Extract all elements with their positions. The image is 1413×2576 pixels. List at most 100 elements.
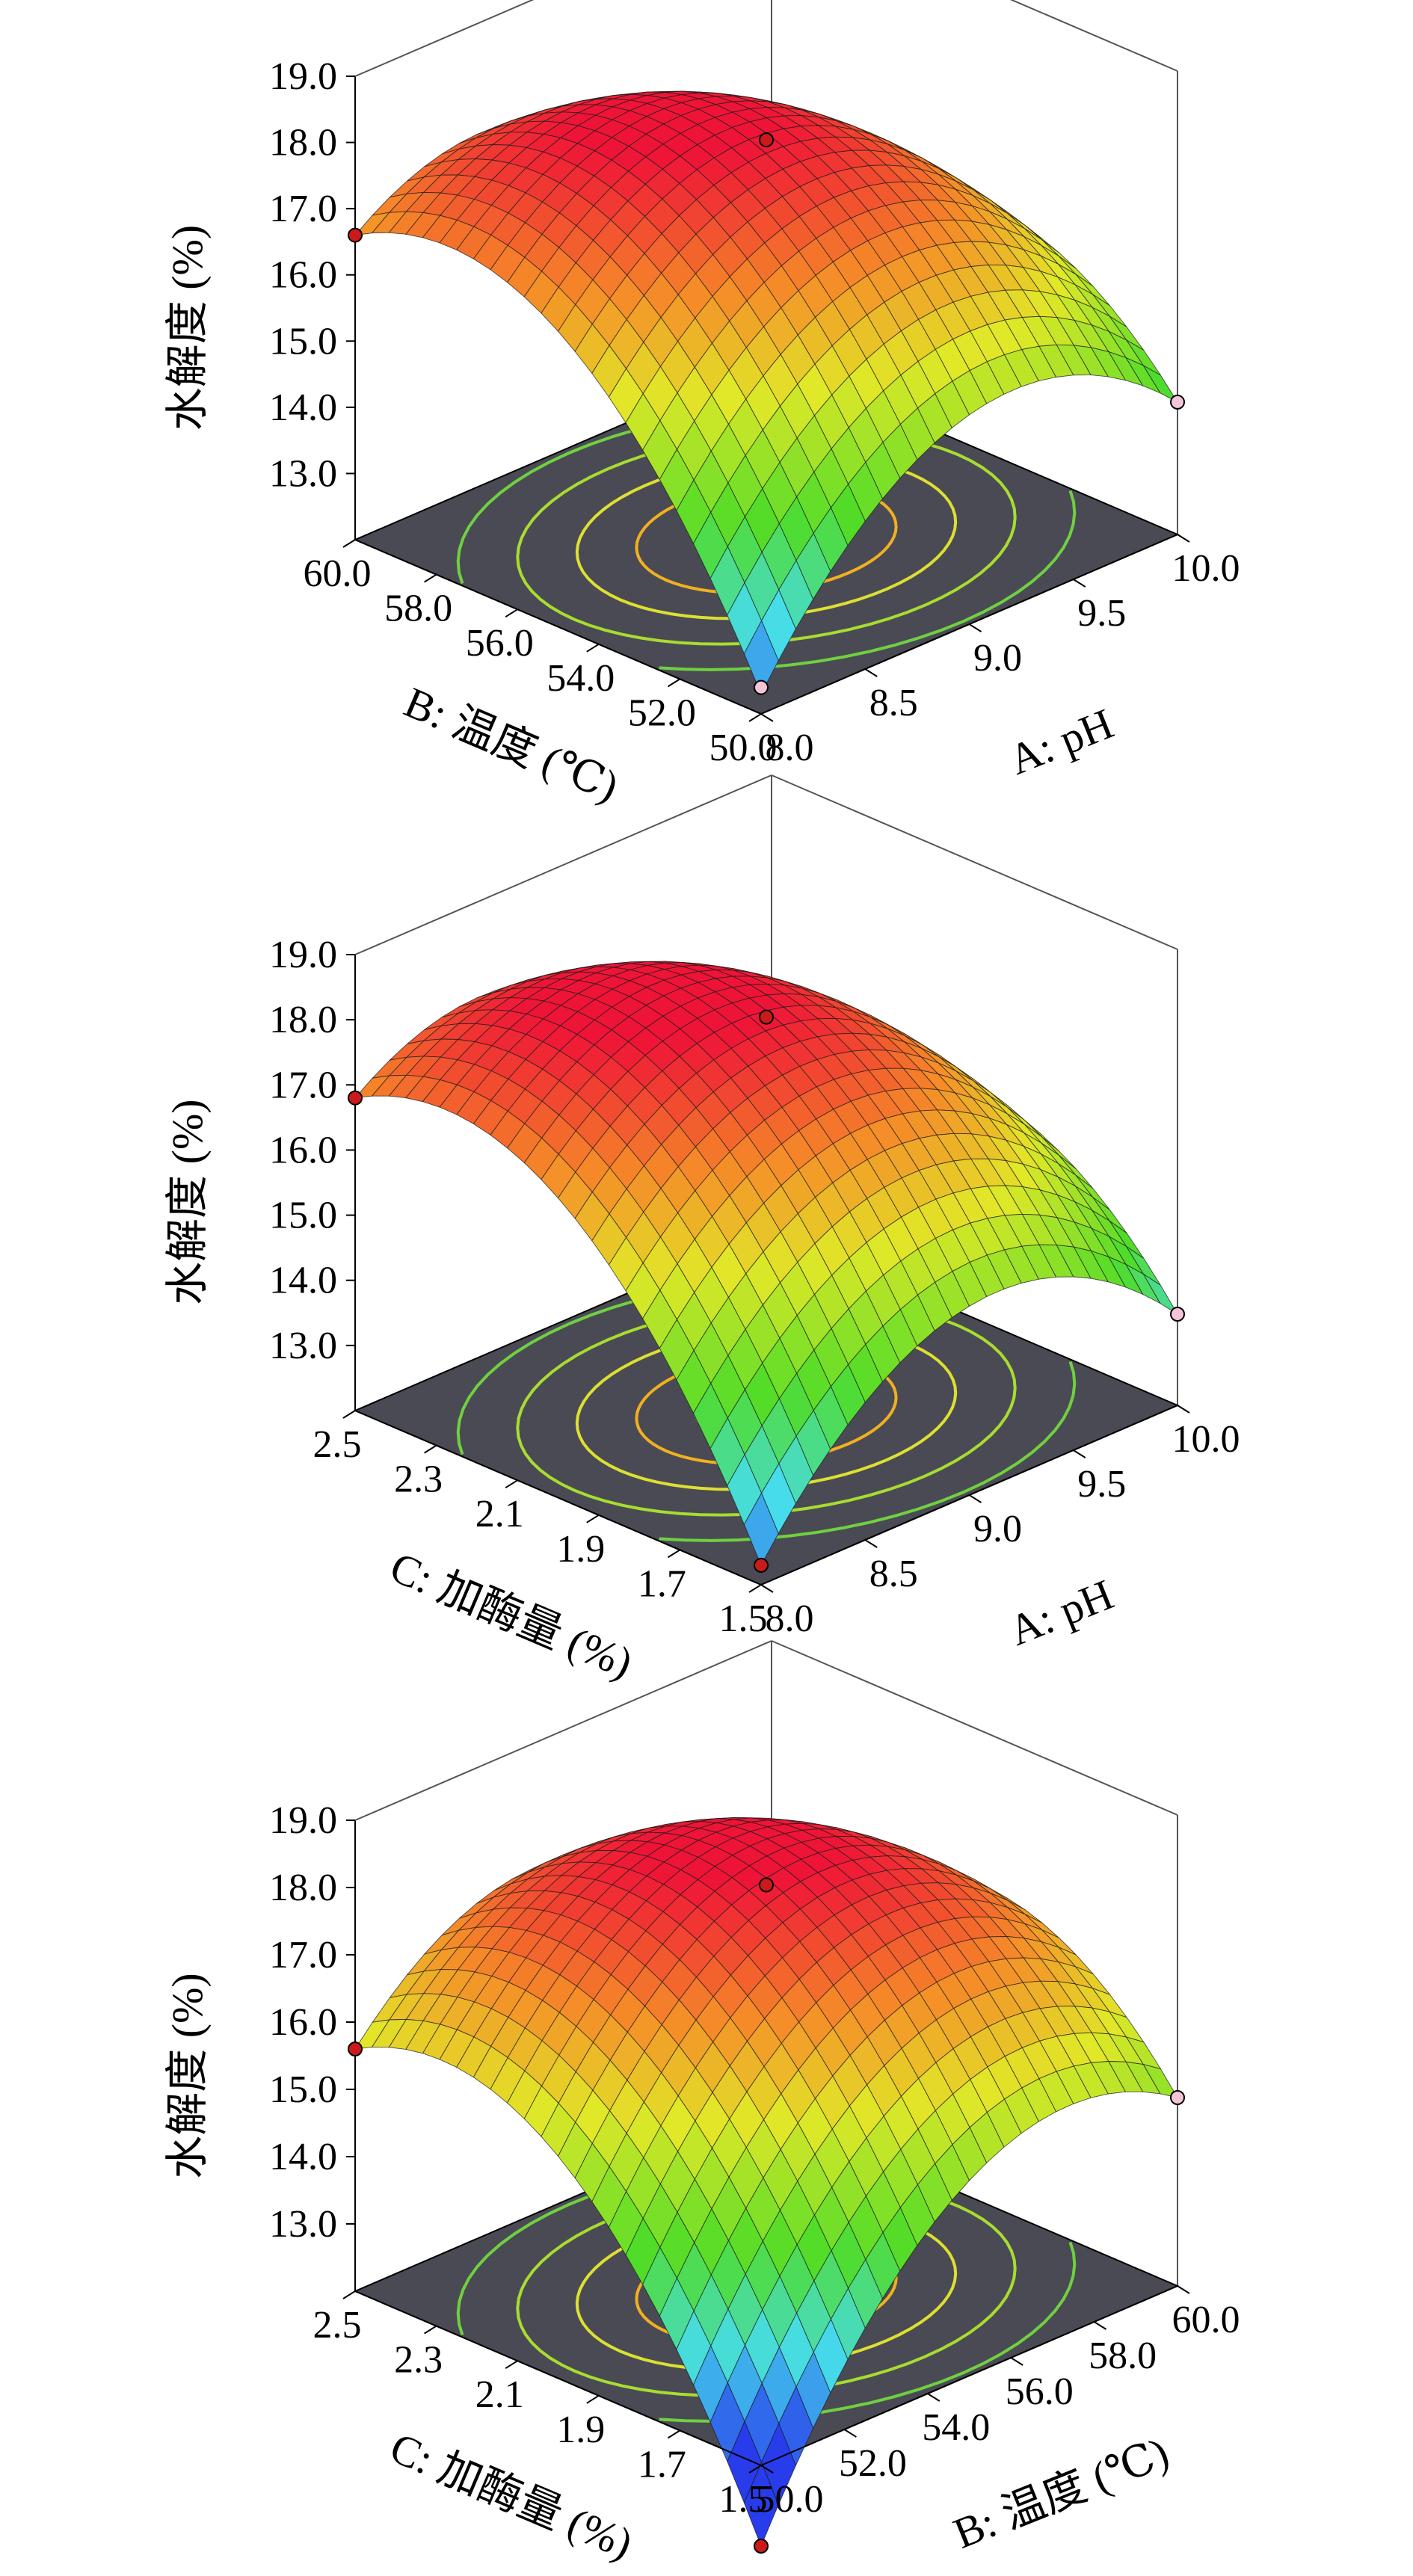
y-tick-mark <box>748 2465 762 2474</box>
y-tick-label: 50.0 <box>709 727 778 769</box>
y-tick-mark <box>424 573 437 583</box>
y-axis-line <box>354 1410 762 1586</box>
x-tick-mark <box>1177 1405 1190 1414</box>
back-top-edge-right <box>771 1640 1178 1816</box>
design-point <box>759 1009 774 1025</box>
x-tick-mark <box>1177 2285 1190 2294</box>
x-tick-label: 50.0 <box>756 2478 824 2521</box>
y-tick-mark <box>505 608 518 618</box>
x-tick-mark <box>843 2429 857 2438</box>
y-tick-label: 2.5 <box>313 1423 362 1466</box>
z-tick-label: 14.0 <box>269 2136 337 2178</box>
x-tick-mark <box>927 2393 941 2402</box>
design-point <box>1170 2090 1185 2105</box>
y-tick-mark <box>505 2360 518 2370</box>
x-tick-mark <box>1073 579 1086 588</box>
x-tick-label: 52.0 <box>839 2442 907 2485</box>
surface-cell <box>743 2461 779 2548</box>
x-axis-title: A: pH <box>1003 699 1120 784</box>
x-tick-mark <box>1010 2357 1023 2366</box>
response-surface <box>354 961 1178 1566</box>
design-point <box>1170 1307 1185 1322</box>
y-tick-label: 2.5 <box>313 2304 362 2347</box>
y-tick-mark <box>424 2325 437 2335</box>
response-surface <box>354 90 1179 695</box>
x-tick-mark <box>1177 534 1190 543</box>
z-tick-label: 16.0 <box>269 254 337 297</box>
z-tick-label: 15.0 <box>269 2068 337 2111</box>
z-tick-label: 18.0 <box>269 999 337 1041</box>
y-tick-label: 58.0 <box>384 588 452 630</box>
design-point <box>754 2539 769 2554</box>
y-tick-mark <box>586 1514 600 1523</box>
back-top-edge-left <box>354 0 535 77</box>
x-tick-mark <box>864 1539 878 1548</box>
chart-3: 13.0 14.0 15.0 16.0 17.0 18.0 19.0 1.5 1.7 1.9 2.1… <box>163 1640 1240 2569</box>
z-tick-label: 14.0 <box>269 386 337 429</box>
design-point <box>759 1877 774 1893</box>
y-tick-mark <box>586 2394 600 2404</box>
x-tick-label: 58.0 <box>1089 2335 1157 2377</box>
z-tick-label: 13.0 <box>269 2203 337 2246</box>
y-tick-mark <box>424 1444 437 1454</box>
response-surface <box>354 1817 1178 2548</box>
y-tick-mark <box>748 713 762 722</box>
z-axis-title: 水解度 (%) <box>163 1099 212 1304</box>
y-tick-label: 52.0 <box>628 691 696 734</box>
back-top-edge-right <box>1010 0 1178 72</box>
design-point <box>754 680 769 695</box>
design-point <box>348 2042 363 2056</box>
design-point <box>1170 394 1185 410</box>
x-tick-label: 10.0 <box>1172 547 1240 590</box>
y-tick-mark <box>748 1584 762 1593</box>
z-tick-label: 19.0 <box>269 1799 337 1842</box>
x-axis-title: A: pH <box>1003 1570 1120 1655</box>
z-tick-label: 19.0 <box>269 934 337 976</box>
surface-cell <box>743 620 779 695</box>
x-tick-label: 9.0 <box>973 1508 1022 1550</box>
x-tick-mark <box>760 713 774 722</box>
y-tick-label: 60.0 <box>304 552 372 595</box>
z-tick-label: 15.0 <box>269 1195 337 1237</box>
z-tick-label: 13.0 <box>269 1325 337 1367</box>
x-tick-label: 60.0 <box>1172 2299 1240 2341</box>
design-point <box>754 1557 769 1573</box>
y-tick-label: 1.7 <box>638 1562 686 1605</box>
x-tick-label: 8.5 <box>869 682 918 724</box>
y-axis-line <box>354 2290 762 2466</box>
chart-2: 13.0 14.0 15.0 16.0 17.0 18.0 19.0 1.5 1.7 1.9 2.1… <box>163 774 1240 1688</box>
y-tick-mark <box>667 2429 680 2439</box>
y-tick-label: 2.3 <box>394 2339 443 2382</box>
y-tick-mark <box>342 1410 356 1419</box>
design-point <box>348 1090 363 1106</box>
x-tick-mark <box>760 2465 774 2474</box>
y-tick-label: 2.1 <box>475 2373 524 2416</box>
z-tick-label: 17.0 <box>269 188 337 230</box>
z-tick-label: 16.0 <box>269 1129 337 1171</box>
y-tick-label: 1.5 <box>719 2478 768 2521</box>
y-tick-label: 54.0 <box>547 657 615 700</box>
y-tick-label: 2.3 <box>394 1458 443 1501</box>
x-tick-mark <box>760 1584 774 1593</box>
y-tick-label: 1.9 <box>556 1528 605 1571</box>
x-tick-label: 10.0 <box>1172 1418 1240 1461</box>
z-axis-title: 水解度 (%) <box>163 225 212 431</box>
x-tick-mark <box>968 623 982 632</box>
y-tick-label: 1.9 <box>556 2409 605 2451</box>
x-tick-mark <box>968 1494 982 1503</box>
x-tick-mark <box>1073 1449 1086 1458</box>
x-tick-label: 8.0 <box>766 1597 814 1640</box>
y-tick-mark <box>505 1479 518 1489</box>
z-tick-label: 18.0 <box>269 122 337 164</box>
x-tick-mark <box>1094 2321 1107 2330</box>
z-axis-title: 水解度 (%) <box>163 1973 212 2178</box>
x-tick-label: 8.5 <box>869 1553 918 1595</box>
back-top-edge-left <box>354 774 772 955</box>
y-axis-line <box>354 539 762 715</box>
y-tick-mark <box>342 539 356 548</box>
x-tick-label: 56.0 <box>1006 2370 1074 2413</box>
y-tick-label: 2.1 <box>475 1493 524 1535</box>
back-top-edge-left <box>354 1640 772 1821</box>
x-tick-mark <box>864 668 878 677</box>
